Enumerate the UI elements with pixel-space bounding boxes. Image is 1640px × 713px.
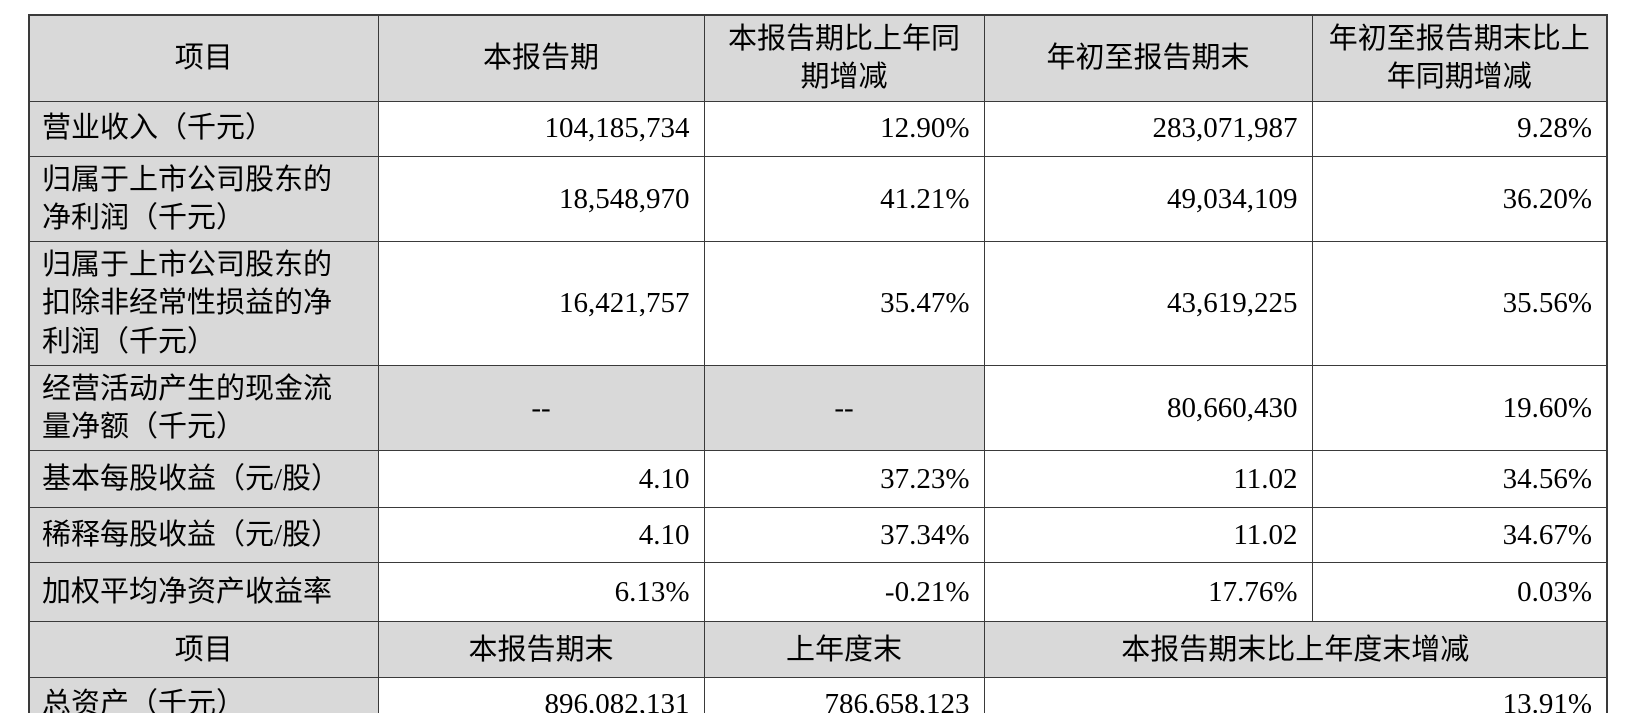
table-header-row-top: 项目 本报告期 本报告期比上年同期增减 年初至报告期末 年初至报告期末比上年同期… [28,14,1608,102]
cell-value: 41.21% [703,155,985,243]
table-row-weighted-avg-roe: 加权平均净资产收益率 6.13% -0.21% 17.76% 0.03% [28,562,1608,623]
table-row-diluted-eps: 稀释每股收益（元/股） 4.10 37.34% 11.02 34.67% [28,507,1608,564]
column-header-current-period: 本报告期 [377,14,705,102]
table-row-revenue: 营业收入（千元） 104,185,734 12.90% 283,071,987 … [28,100,1608,157]
cell-value: 11.02 [983,507,1313,564]
cell-value: 17.76% [983,562,1313,623]
cell-value: -0.21% [703,562,985,623]
column-header-item: 项目 [28,621,379,679]
cell-not-applicable: -- [703,364,985,452]
row-label: 归属于上市公司股东的净利润（千元） [28,155,379,243]
row-label: 总资产（千元） [28,677,379,713]
cell-value: 4.10 [377,450,705,509]
cell-value: 36.20% [1311,155,1608,243]
cell-value: 9.28% [1311,100,1608,157]
cell-value: 35.56% [1311,241,1608,366]
column-header-end-of-period: 本报告期末 [377,621,705,679]
cell-value: 11.02 [983,450,1313,509]
table-row-net-profit: 归属于上市公司股东的净利润（千元） 18,548,970 41.21% 49,0… [28,155,1608,243]
column-header-change-vs-last-year-end: 本报告期末比上年度末增减 [983,621,1608,679]
cell-value: 19.60% [1311,364,1608,452]
cell-value: 283,071,987 [983,100,1313,157]
cell-value: 37.34% [703,507,985,564]
row-label: 归属于上市公司股东的扣除非经常性损益的净利润（千元） [28,241,379,366]
table-header-row-bottom: 项目 本报告期末 上年度末 本报告期末比上年度末增减 [28,621,1608,679]
row-label: 稀释每股收益（元/股） [28,507,379,564]
cell-value: 35.47% [703,241,985,366]
cell-value: 6.13% [377,562,705,623]
cell-value: 4.10 [377,507,705,564]
table-row-operating-cash-flow: 经营活动产生的现金流量净额（千元） -- -- 80,660,430 19.60… [28,364,1608,452]
cell-not-applicable: -- [377,364,705,452]
column-header-current-period-yoy: 本报告期比上年同期增减 [703,14,985,102]
cell-value: 18,548,970 [377,155,705,243]
key-accounting-data-table: 项目 本报告期 本报告期比上年同期增减 年初至报告期末 年初至报告期末比上年同期… [28,14,1608,713]
column-header-item: 项目 [28,14,379,102]
column-header-ytd-yoy: 年初至报告期末比上年同期增减 [1311,14,1608,102]
row-label: 加权平均净资产收益率 [28,562,379,623]
row-label: 营业收入（千元） [28,100,379,157]
cell-value: 786,658,123 [703,677,985,713]
row-label: 基本每股收益（元/股） [28,450,379,509]
cell-value: 13.91% [983,677,1608,713]
cell-value: 12.90% [703,100,985,157]
cell-value: 896,082,131 [377,677,705,713]
column-header-ytd: 年初至报告期末 [983,14,1313,102]
cell-value: 34.56% [1311,450,1608,509]
cell-value: 80,660,430 [983,364,1313,452]
cell-value: 49,034,109 [983,155,1313,243]
column-header-end-of-last-year: 上年度末 [703,621,985,679]
cell-value: 37.23% [703,450,985,509]
table-row-net-profit-excl-nonrecurring: 归属于上市公司股东的扣除非经常性损益的净利润（千元） 16,421,757 35… [28,241,1608,366]
cell-value: 104,185,734 [377,100,705,157]
cell-value: 43,619,225 [983,241,1313,366]
cell-value: 34.67% [1311,507,1608,564]
table-row-basic-eps: 基本每股收益（元/股） 4.10 37.23% 11.02 34.56% [28,450,1608,509]
cell-value: 0.03% [1311,562,1608,623]
table-row-total-assets: 总资产（千元） 896,082,131 786,658,123 13.91% [28,677,1608,713]
cell-value: 16,421,757 [377,241,705,366]
row-label: 经营活动产生的现金流量净额（千元） [28,364,379,452]
